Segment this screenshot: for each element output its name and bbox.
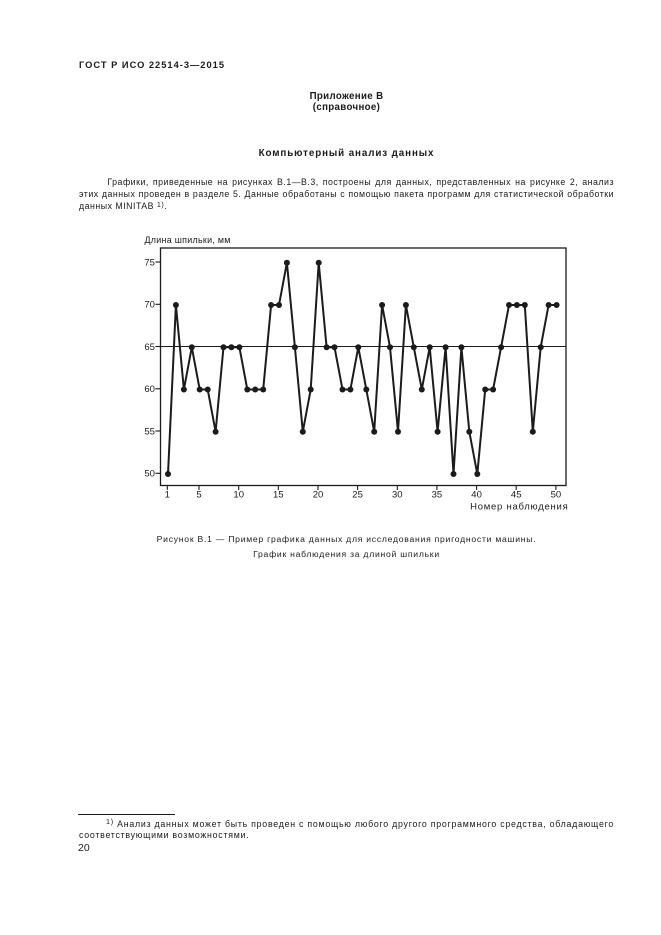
svg-text:75: 75 <box>144 257 155 268</box>
svg-text:55: 55 <box>144 426 155 437</box>
svg-text:65: 65 <box>144 342 155 353</box>
svg-text:15: 15 <box>273 490 284 501</box>
svg-text:10: 10 <box>233 490 244 501</box>
svg-text:1: 1 <box>165 490 170 501</box>
svg-text:50: 50 <box>551 490 562 501</box>
svg-text:20: 20 <box>313 490 324 501</box>
svg-text:25: 25 <box>352 490 363 501</box>
svg-text:Номер наблюдения: Номер наблюдения <box>470 502 568 513</box>
svg-text:5: 5 <box>196 490 201 501</box>
svg-text:50: 50 <box>144 469 155 480</box>
svg-text:30: 30 <box>392 490 403 501</box>
svg-text:70: 70 <box>144 300 155 311</box>
svg-text:Длина шпильки, мм: Длина шпильки, мм <box>145 235 231 245</box>
svg-text:35: 35 <box>432 490 443 501</box>
svg-text:60: 60 <box>144 384 155 395</box>
svg-text:40: 40 <box>471 490 482 501</box>
svg-text:45: 45 <box>511 490 522 501</box>
